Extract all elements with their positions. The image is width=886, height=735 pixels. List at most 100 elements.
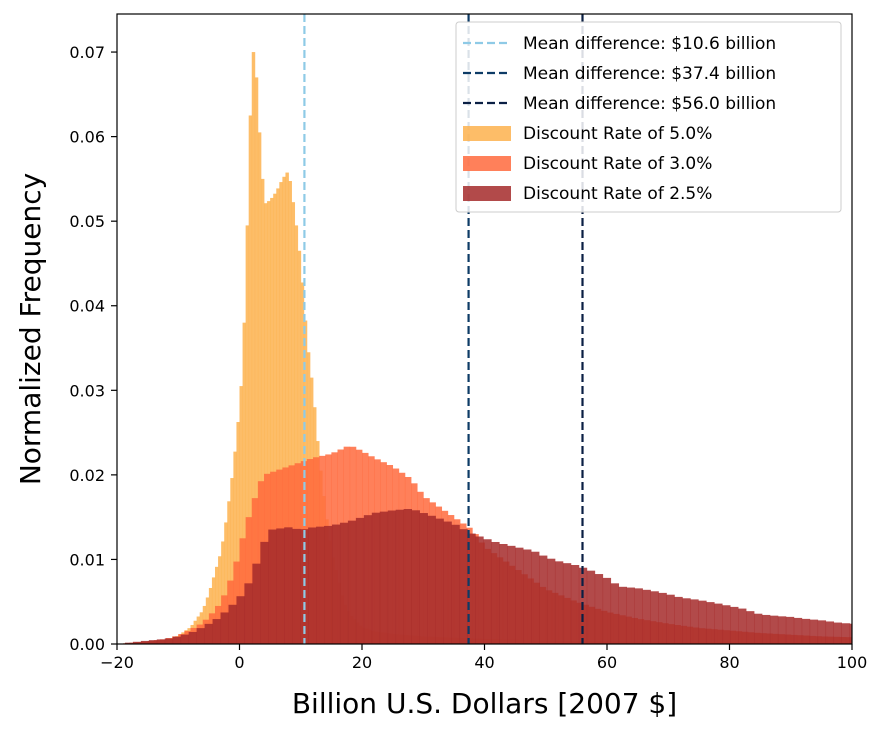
histogram-bar [769,615,779,644]
histogram-bar [300,529,309,644]
histogram-bar [164,638,174,644]
histogram-bar [626,587,635,644]
histogram-bar [252,563,261,644]
histogram-bar [257,132,262,644]
y-tick-label: 0.05 [69,212,105,231]
x-tick-label: 60 [597,653,617,672]
x-tick-label: 20 [352,653,372,672]
ticks-layer: −20 0 20 40 60 80 100 0.00 0.01 0.02 0.03 0.04 0.05 0… [69,43,867,672]
y-tick-label: 0.06 [69,128,105,147]
x-tick-label: 80 [719,653,739,672]
histogram-bar [251,52,256,644]
histogram-bar [706,602,715,644]
histogram-bar [738,608,747,644]
histogram-bar [260,178,265,644]
histogram-bar [515,547,524,644]
histogram-bar [427,515,436,644]
histogram-bar [254,77,259,644]
histogram-bar [260,541,269,644]
histogram-bar [227,501,231,644]
histogram-bar [279,182,283,644]
histogram-bar [849,623,852,644]
legend-label-rate-5: Discount Rate of 5.0% [523,124,712,144]
histogram-bar [132,641,142,644]
histogram-bar [220,612,229,644]
histogram-bar [730,606,739,644]
histogram-bar [379,511,389,644]
y-tick-label: 0.01 [69,550,105,569]
histogram-bar [273,193,277,644]
histogram-bar [634,588,643,644]
histogram-bar [825,621,835,644]
histogram-bar [554,561,564,644]
y-tick-label: 0.02 [69,466,105,485]
legend-label-mean-1: Mean difference: $10.6 billion [523,34,776,54]
histogram-bar [690,599,699,644]
histogram-bar [204,623,213,644]
histogram-bar [650,591,659,644]
histogram-bar [288,181,292,644]
histogram-bar [642,589,651,644]
legend-label-rate-3: Discount Rate of 3.0% [523,154,712,174]
histogram-bar [285,172,289,644]
histogram-bar [267,201,271,644]
histogram-bar [230,478,234,644]
histogram-bar [539,555,548,644]
histogram-bar [363,515,373,644]
histogram-bar [228,604,237,644]
histogram-bar [339,522,349,644]
histogram-bar [297,250,302,644]
histogram-bar [562,563,572,644]
histogram-bar [746,611,755,644]
histogram-bar [292,528,301,644]
histogram-bar [282,176,286,644]
bars-layer [117,52,852,644]
histogram-bar [324,525,333,644]
legend-swatch-rate-2-5 [463,186,511,201]
histogram-bar [475,536,484,644]
histogram-bar [507,545,516,644]
x-tick-label: 0 [234,653,244,672]
histogram-bar [270,197,274,644]
legend: Mean difference: $10.6 billion Mean diff… [455,21,842,213]
histogram-bar [239,386,243,644]
histogram-bar [698,600,707,644]
histogram-bar [546,558,556,644]
y-tick-label: 0.04 [69,297,105,316]
histogram-bar [483,539,492,644]
histogram-bar [264,203,268,644]
histogram-bar [124,642,134,644]
histogram-bar [371,512,381,644]
y-tick-label: 0.03 [69,381,105,400]
histogram-bar [233,451,237,644]
histogram-bar [180,634,190,644]
histogram-bar [387,510,397,644]
histogram-bar [331,524,341,644]
histogram-bar [156,639,166,644]
histogram-bar [244,583,253,644]
histogram-bar [355,517,365,644]
legend-box [455,21,842,213]
histogram-bar [833,622,842,644]
histogram-bar [294,225,299,644]
histogram-bar [148,640,158,644]
histogram-bar [570,565,580,644]
series-3-bars [117,509,852,644]
histogram-bar [188,631,198,644]
mean-lines-layer [303,14,584,644]
x-axis-title: Billion U.S. Dollars [2007 $] [292,687,677,720]
histogram-bar [268,529,277,644]
legend-swatch-rate-5 [463,126,511,141]
histogram-bar [316,526,325,644]
histogram-bar [841,623,850,644]
histogram-bar [451,524,460,644]
histogram-bar [714,603,723,644]
y-axis-title: Normalized Frequency [14,173,47,485]
histogram-bar [777,616,787,644]
histogram-bar [467,533,476,644]
histogram-bar [196,628,205,644]
histogram-bar [594,574,604,644]
x-tick-label: 100 [837,653,868,672]
histogram-bar [722,605,731,644]
